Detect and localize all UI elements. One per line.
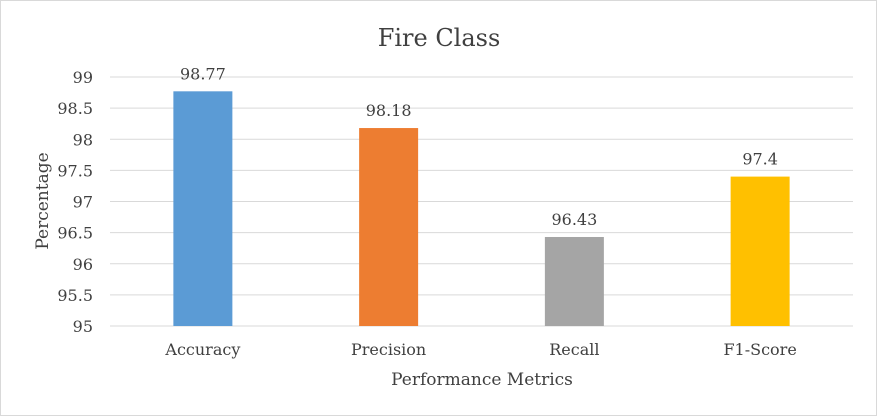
x-axis-ticks: Accuracy Precision Recall F1-Score (164, 340, 796, 359)
data-label: 98.77 (180, 64, 226, 83)
data-label: 96.43 (551, 210, 597, 229)
y-tick-label: 97.5 (57, 161, 93, 180)
x-axis-title: Performance Metrics (391, 370, 573, 390)
bar-recall (544, 236, 604, 326)
bar-f1-score (730, 176, 790, 326)
y-tick-label: 99 (73, 68, 93, 87)
y-tick-label: 95 (73, 317, 93, 336)
bars (173, 91, 790, 326)
y-tick-label: 96 (73, 255, 93, 274)
chart-title: Fire Class (378, 24, 501, 52)
y-axis-title: Percentage (33, 152, 53, 249)
y-tick-label: 98.5 (57, 99, 93, 118)
data-label: 97.4 (742, 150, 778, 169)
x-tick-label: F1-Score (723, 340, 796, 359)
gridlines (110, 76, 853, 327)
y-tick-label: 96.5 (57, 224, 93, 243)
x-tick-label: Precision (351, 340, 426, 359)
y-axis-ticks: 95 95.5 96 96.5 97 97.5 98 98.5 99 (57, 68, 93, 336)
y-tick-label: 95.5 (57, 286, 93, 305)
x-tick-label: Accuracy (164, 340, 240, 359)
y-tick-label: 97 (73, 193, 93, 212)
data-label: 98.18 (366, 101, 412, 120)
bar-accuracy (173, 91, 233, 326)
x-tick-label: Recall (549, 340, 599, 359)
y-tick-label: 98 (73, 130, 93, 149)
bar-precision (359, 128, 419, 326)
data-labels: 98.77 98.18 96.43 97.4 (180, 64, 778, 229)
